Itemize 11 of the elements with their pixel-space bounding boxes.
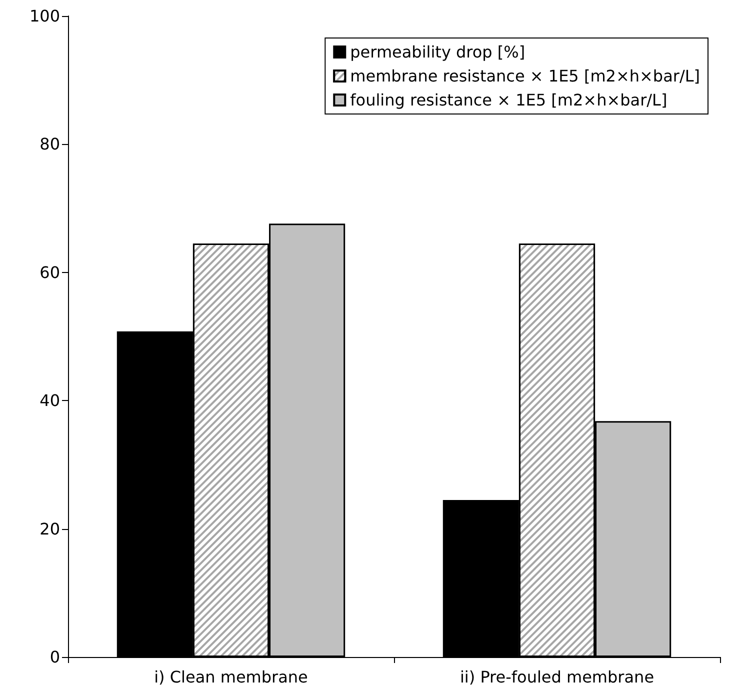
y-tick-label: 80 <box>40 134 60 154</box>
legend-label: membrane resistance × 1E5 [m2×h×bar/L] <box>350 66 700 86</box>
y-tick-label: 0 <box>50 648 60 666</box>
y-tick-label: 100 <box>29 6 60 26</box>
y-tick-label: 40 <box>40 391 60 410</box>
x-tick-label: ii) Pre-fouled membrane <box>460 668 654 686</box>
x-tick-label: i) Clean membrane <box>154 668 308 686</box>
y-tick-label: 60 <box>40 262 60 282</box>
y-tick-label: 20 <box>40 519 60 538</box>
legend-label: permeability drop [%] <box>350 42 526 62</box>
legend-label: fouling resistance × 1E5 [m2×h×bar/L] <box>350 90 668 110</box>
